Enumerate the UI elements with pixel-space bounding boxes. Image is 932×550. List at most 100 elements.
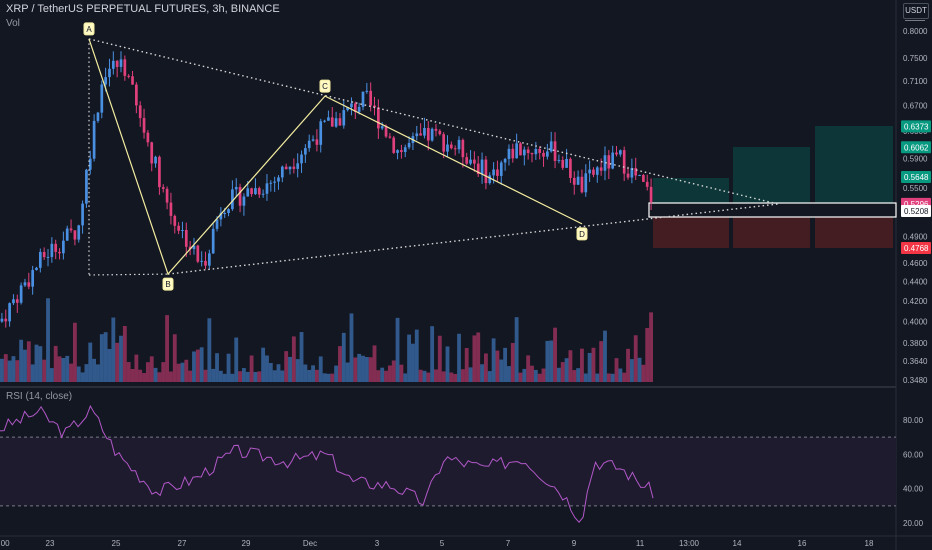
volume-bar [276, 364, 281, 382]
price-tick-label: 0.3640 [903, 357, 928, 366]
candle-body [319, 121, 323, 145]
candle-body [542, 152, 545, 157]
volume-label: Vol [6, 18, 20, 29]
volume-bar [633, 335, 638, 382]
rsi-tick-label: 80.00 [903, 416, 924, 425]
volume-bar [119, 335, 123, 382]
volume-bar [23, 349, 27, 382]
volume-bar [599, 341, 604, 382]
candle-body [599, 167, 603, 171]
volume-bar [507, 366, 511, 382]
candle-body [330, 117, 334, 127]
volume-bar [295, 359, 300, 382]
volume-bar [115, 342, 120, 382]
candle-body [638, 175, 641, 177]
volume-bar [161, 362, 166, 382]
volume-bar [499, 359, 504, 382]
pattern-point-d-label: D [579, 230, 585, 239]
currency-badge[interactable]: USDT [903, 3, 929, 19]
volume-bar [453, 373, 458, 382]
volume-bar [468, 367, 473, 382]
volume-bar [445, 346, 450, 382]
volume-bar [345, 362, 350, 382]
candle-body [649, 186, 653, 203]
candle-body [192, 245, 196, 250]
candle-body [642, 175, 645, 182]
candle-body [165, 188, 169, 203]
candle-body [588, 169, 591, 174]
volume-bar [291, 336, 296, 382]
candle-body [138, 105, 142, 119]
volume-bar [307, 369, 312, 382]
volume-bar [545, 340, 550, 382]
volume-bar [76, 366, 81, 382]
volume-bar [395, 317, 400, 382]
candle-body [50, 243, 54, 257]
candle-body [507, 148, 511, 159]
time-tick-label: 25 [112, 539, 121, 548]
candle-body [522, 149, 526, 156]
volume-bar [334, 365, 339, 382]
candle-body [622, 150, 626, 174]
volume-bar [257, 371, 262, 382]
candle-body [611, 152, 615, 169]
candle-body [377, 107, 380, 129]
volume-bar [99, 334, 104, 382]
volume-bar [7, 360, 12, 382]
volume-bar [430, 326, 435, 382]
candle-body [111, 60, 115, 69]
volume-bar [522, 368, 527, 382]
volume-bar [130, 368, 135, 382]
volume-bar [65, 355, 70, 382]
volume-bar [84, 364, 89, 382]
candle-body [557, 159, 561, 161]
candle-body [231, 189, 234, 210]
volume-bar [560, 362, 565, 382]
volume-bar [495, 350, 500, 382]
volume-bar [188, 370, 193, 382]
volume-bar [349, 313, 354, 382]
volume-bar [629, 359, 634, 382]
price-tick-label: 0.7100 [903, 77, 928, 86]
rsi-band [0, 437, 896, 506]
volume-bar [353, 357, 358, 382]
volume-bar [169, 371, 173, 382]
rsi-line [0, 404, 654, 523]
price-tick-label: 0.4400 [903, 278, 928, 287]
volume-bar [649, 312, 653, 382]
volume-bar [314, 369, 319, 382]
volume-bar [341, 332, 346, 382]
candle-body [380, 126, 384, 129]
candle-body [119, 59, 123, 67]
candle-body [434, 128, 438, 131]
volume-bar [145, 362, 150, 382]
volume-bar [322, 373, 327, 382]
target-zone [815, 126, 893, 203]
candle-body [127, 75, 131, 77]
volume-bar [49, 368, 54, 382]
volume-bar [241, 368, 246, 382]
candle-body [85, 169, 88, 204]
time-tick-label: Dec [303, 539, 317, 548]
volume-bar [622, 372, 627, 382]
volume-bar [149, 356, 154, 382]
time-tick-label: 14 [733, 539, 742, 548]
candle-body [553, 141, 557, 161]
volume-bar [610, 373, 615, 382]
candle-body [173, 215, 177, 226]
candle-body [8, 303, 11, 322]
volume-bar [591, 347, 596, 382]
stop-zone [653, 217, 729, 248]
abcd-pattern-line [88, 38, 583, 276]
candle-body [300, 154, 303, 164]
volume-bar [530, 365, 534, 382]
candle-body [77, 225, 81, 240]
volume-bar [34, 344, 39, 382]
volume-bar [380, 367, 385, 382]
candle-body [108, 68, 111, 78]
volume-bar [142, 373, 146, 382]
candle-body [150, 142, 154, 164]
candle-body [576, 176, 580, 185]
candle-body [135, 84, 138, 106]
